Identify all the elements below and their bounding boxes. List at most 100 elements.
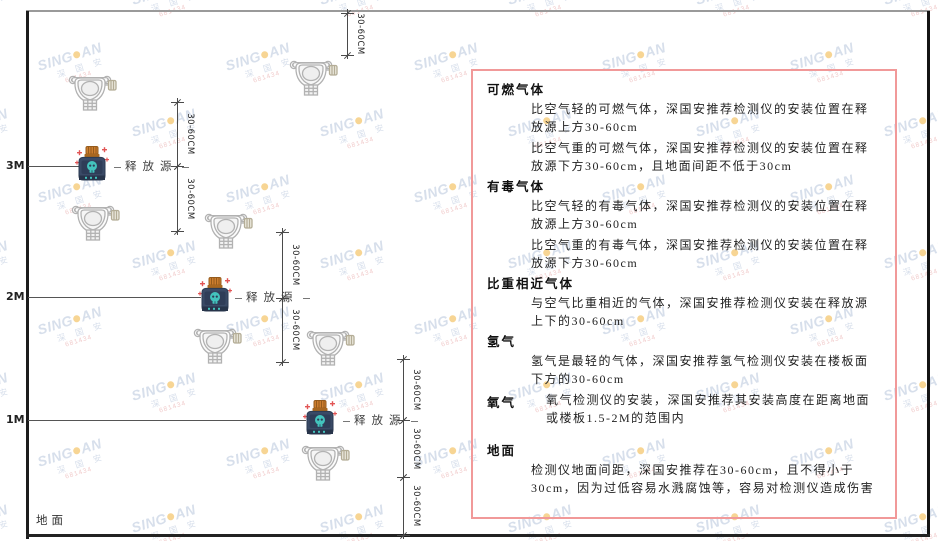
ground-label: 地面: [36, 515, 67, 527]
gas-detector-icon-art: [289, 60, 338, 96]
level-label-2M: 2M: [6, 290, 25, 303]
watermark-cn-text: 深 国 安: [337, 253, 389, 278]
watermark-code-text: 681434: [252, 201, 281, 217]
level-line-2M: [28, 297, 201, 298]
watermark-code-text: 681434: [346, 267, 375, 283]
watermark-cn-text: 深 国 安: [337, 517, 389, 541]
watermark-cn-text: 深 国 安: [337, 121, 389, 146]
gas-detector-icon-art: [204, 213, 253, 249]
watermark-cn-text: 深 国 安: [902, 517, 938, 541]
section-paragraph: 检测仪地面间距，深国安推荐在30-60cm，且不得小于30cm，因为过低容易水溅…: [531, 463, 875, 495]
panel-section-1: 可燃气体 比空气轻的可燃气体，深国安推荐检测仪的安装位置在释放源上方30-60cm…: [487, 82, 881, 175]
watermark-cn-text: 深 国 安: [0, 0, 13, 14]
dimension-label: 30-60CM: [411, 427, 421, 470]
gas-detector-icon-art: [193, 328, 242, 364]
brand-dot-icon: [166, 380, 176, 390]
watermark-cn-text: 深 国 安: [901, 253, 938, 278]
dimension-line: [282, 228, 283, 302]
section-paragraph: 比空气重的有毒气体，深国安推荐检测仪的安装位置在释放源下方30-60cm: [531, 238, 869, 270]
gas-detector-icon: [191, 322, 243, 364]
watermark-code-text: 681434: [0, 395, 15, 415]
watermark-cn-text: 深 国 安: [0, 517, 13, 541]
brand-dot-icon: [72, 446, 82, 456]
left-wall-axis: [26, 11, 29, 539]
section-title: 比重相近气体: [487, 277, 575, 291]
watermark-cn-text: 深 国 安: [525, 517, 577, 541]
brand-dot-icon: [354, 116, 364, 126]
section-paragraph: 与空气比重相近的气体，深国安推荐检测仪安装在释放源上下的30-60cm: [531, 296, 869, 328]
watermark-cn-text: 深 国 安: [713, 517, 765, 541]
brand-dot-icon: [448, 446, 458, 456]
section-paragraph: 比空气轻的有毒气体，深国安推荐检测仪的安装位置在释放源上方30-60cm: [531, 199, 869, 231]
gas-detector-icon-art: [306, 330, 355, 366]
level-label-1M: 1M: [6, 413, 25, 426]
gas-detector-icon: [66, 69, 118, 111]
dimension-label: 30-60CM: [411, 485, 421, 527]
watermark-code-text: 681434: [158, 399, 187, 415]
watermark-code-text: 681434: [0, 131, 15, 151]
brand-dot-icon: [260, 446, 270, 456]
brand-dot-icon: [448, 182, 458, 192]
release-source-icon-art: [302, 400, 338, 435]
brand-dot-icon: [354, 380, 364, 390]
watermark-cn-text: 深 国 安: [901, 385, 938, 410]
watermark-cn-text: 深 国 安: [0, 121, 13, 145]
watermark-code-text: 681434: [252, 465, 281, 481]
watermark-cn-text: 深 国 安: [337, 385, 389, 410]
watermark-cn-text: 深 国 安: [243, 319, 295, 344]
dimension-label: 30-60CM: [290, 244, 300, 286]
dimension-line: [403, 473, 404, 539]
dimension-line: [403, 355, 404, 424]
dimension-label: 30-60CM: [185, 177, 195, 220]
gas-detector-icon: [304, 324, 356, 366]
section-paragraph: 氢气是最轻的气体，深国安推荐氢气检测仪安装在楼板面下方的30-60cm: [531, 354, 869, 386]
gas-detector-icon: [69, 199, 121, 241]
watermark-cn-text: 深 国 安: [243, 451, 295, 476]
watermark-code-text: 681434: [346, 135, 375, 151]
watermark-cn-text: 深 国 安: [0, 385, 13, 409]
dimension-label: 30-60CM: [355, 13, 365, 55]
dimension-line: [403, 416, 404, 481]
gas-detector-icon: [287, 54, 339, 96]
panel-section-6: 地面 检测仪地面间距，深国安推荐在30-60cm，且不得小于30cm，因为过低容易…: [487, 443, 881, 497]
watermark-cn-text: 深 国 安: [0, 253, 13, 277]
release-source-icon-art: [74, 146, 110, 181]
watermark-code-text: 681434: [910, 399, 938, 415]
release-source-icon: [196, 276, 234, 318]
release-source-icon: [301, 399, 339, 441]
release-source-label: 释放源: [231, 289, 314, 305]
panel-section-4: 氢气 氢气是最轻的气体，深国安推荐氢气检测仪安装在楼板面下方的30-60cm: [487, 334, 881, 388]
panel-section-2: 有毒气体 比空气轻的有毒气体，深国安推荐检测仪的安装位置在释放源上方30-60cm…: [487, 179, 881, 272]
brand-dot-icon: [166, 248, 176, 258]
watermark-cn-text: 深 国 安: [149, 253, 201, 278]
brand-dot-icon: [166, 116, 176, 126]
